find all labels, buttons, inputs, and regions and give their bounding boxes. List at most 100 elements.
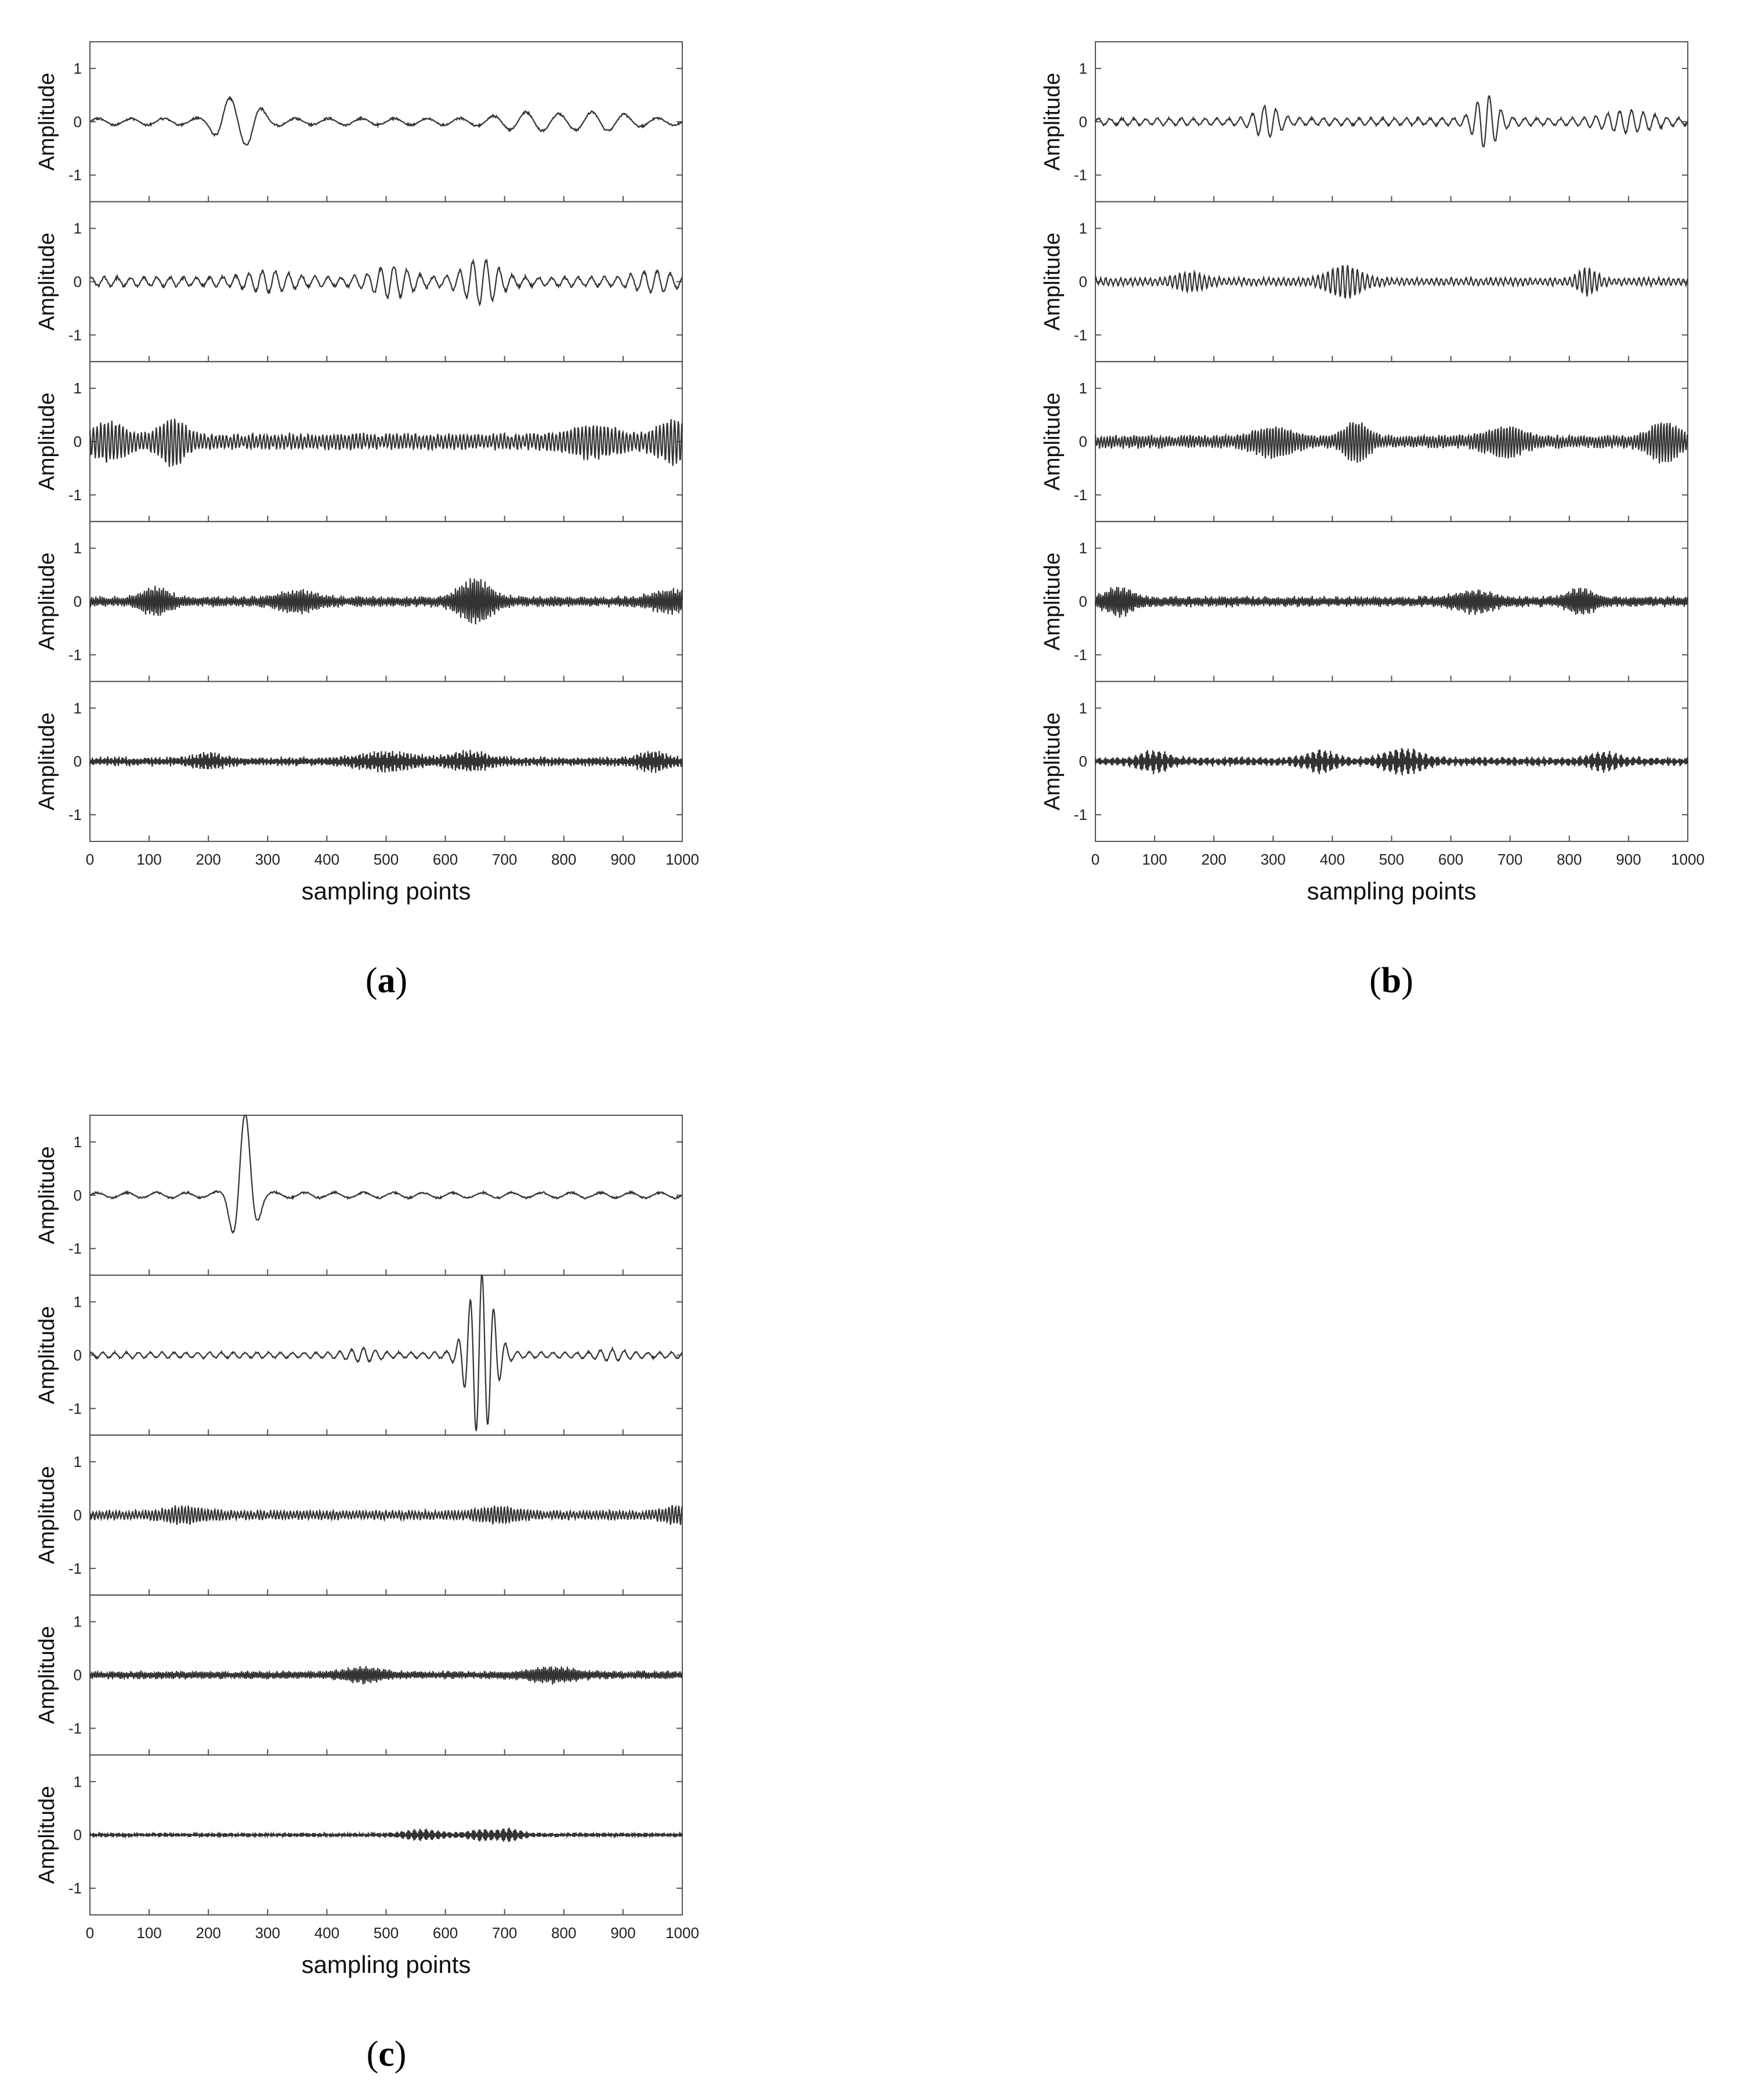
y-axis-label: Amplitude <box>1040 73 1065 171</box>
signal-line <box>89 1504 683 1526</box>
y-tick-label: 1 <box>74 1453 82 1470</box>
x-tick-label: 700 <box>492 1924 517 1942</box>
y-tick-label: -1 <box>68 1400 82 1417</box>
subplot-a-5: 1 0 -1 Amplitude <box>35 681 683 843</box>
subplot-frame <box>1095 201 1688 363</box>
x-tick-label: 700 <box>492 851 517 868</box>
subplot-b-2: 1 0 -1 Amplitude <box>1040 201 1689 363</box>
y-tick-label: -1 <box>68 1879 82 1897</box>
y-tick-label: 0 <box>1079 593 1087 610</box>
y-tick-label: 1 <box>74 220 82 237</box>
y-tick-label: 0 <box>74 753 82 770</box>
y-tick-label: -1 <box>1074 646 1087 663</box>
caption-open: ( <box>366 961 378 1000</box>
y-tick-label: -1 <box>68 806 82 823</box>
subplot-b-4: 1 0 -1 Amplitude <box>1040 521 1689 682</box>
y-tick-label: -1 <box>68 646 82 663</box>
x-axis-label: sampling points <box>302 877 471 905</box>
panel-caption: (a) <box>366 961 407 1000</box>
y-tick-label: 0 <box>1079 113 1087 131</box>
x-tick-label: 100 <box>1142 851 1167 868</box>
subplot-a-1: 1 0 -1 Amplitude <box>35 41 683 203</box>
x-tick-label: 600 <box>1438 851 1463 868</box>
x-tick-label: 200 <box>196 1924 221 1942</box>
x-tick-label: 200 <box>196 851 221 868</box>
y-tick-label: -1 <box>68 1719 82 1737</box>
y-tick-label: 1 <box>74 540 82 557</box>
y-tick-label: -1 <box>68 1240 82 1257</box>
subplot-a-3: 1 0 -1 Amplitude <box>35 361 683 522</box>
subplot-frame <box>89 361 683 522</box>
signal-line <box>89 1274 683 1432</box>
x-axis-label: sampling points <box>1307 877 1477 905</box>
y-axis-label: Amplitude <box>35 1306 59 1404</box>
signal-line <box>89 1114 683 1234</box>
caption-letter: c <box>378 2034 395 2074</box>
y-tick-label: 1 <box>74 1133 82 1151</box>
y-tick-label: 0 <box>1079 273 1087 290</box>
y-axis-label: Amplitude <box>1040 552 1065 650</box>
x-tick-label: 0 <box>1091 851 1099 868</box>
x-tick-label: 1000 <box>665 851 699 868</box>
y-tick-label: 1 <box>74 60 82 77</box>
x-tick-label: 400 <box>1320 851 1345 868</box>
subplot-c-1: 1 0 -1 Amplitude <box>35 1114 683 1276</box>
subplot-c-4: 1 0 -1 Amplitude <box>35 1594 683 1756</box>
y-tick-label: 1 <box>74 1293 82 1311</box>
signal-line <box>1095 95 1688 148</box>
signal-line <box>89 1827 683 1842</box>
x-tick-label: 1000 <box>1671 851 1705 868</box>
x-tick-label: 900 <box>610 1924 635 1942</box>
y-axis-label: Amplitude <box>35 552 59 650</box>
signal-line <box>89 95 683 146</box>
signal-line <box>89 258 683 307</box>
panel-caption: (b) <box>1369 961 1413 1000</box>
y-tick-label: 0 <box>74 1506 82 1524</box>
x-tick-label: 800 <box>551 851 576 868</box>
y-tick-label: 1 <box>1079 379 1087 397</box>
x-tick-label: 800 <box>551 1924 576 1942</box>
x-tick-label: 500 <box>374 851 399 868</box>
subplot-b-3: 1 0 -1 Amplitude <box>1040 361 1688 522</box>
y-tick-label: -1 <box>1074 326 1087 344</box>
y-axis-label: Amplitude <box>1040 233 1065 331</box>
x-tick-label: 300 <box>255 851 280 868</box>
caption-open: ( <box>367 2034 379 2074</box>
panel-a: 10-1Amplitude10-1Amplitude10-1Amplitude1… <box>35 41 699 1000</box>
y-tick-label: 0 <box>1079 753 1087 770</box>
y-tick-label: -1 <box>68 1560 82 1577</box>
caption-close: ) <box>396 961 408 1000</box>
signal-line <box>1094 587 1689 618</box>
y-tick-label: 0 <box>74 593 82 610</box>
y-tick-label: 1 <box>74 1613 82 1631</box>
y-tick-label: 1 <box>1079 540 1087 557</box>
subplot-b-5: 1 0 -1 Amplitude <box>1040 681 1689 843</box>
caption-close: ) <box>1401 961 1413 1000</box>
subplot-a-2: 1 0 -1 Amplitude <box>35 201 683 363</box>
x-tick-label: 1000 <box>665 1924 699 1942</box>
y-tick-label: 0 <box>74 113 82 131</box>
panel-b: 1 0 -1 Amplitude 1 0 -1 Amplitude 1 0 -1 Amplitude 1… <box>1040 41 1705 1000</box>
subplot-a-4: 1 0 -1 Amplitude <box>35 521 683 682</box>
y-axis-label: Amplitude <box>35 1146 59 1244</box>
y-tick-label: -1 <box>1074 486 1087 504</box>
y-tick-label: 1 <box>1079 699 1087 717</box>
y-tick-label: -1 <box>68 486 82 504</box>
y-tick-label: 1 <box>74 1773 82 1790</box>
signal-line <box>1094 265 1689 299</box>
caption-letter: b <box>1381 961 1401 1000</box>
y-axis-label: Amplitude <box>35 233 59 331</box>
y-tick-label: -1 <box>68 326 82 344</box>
y-axis-label: Amplitude <box>35 1786 59 1884</box>
caption-close: ) <box>395 2034 407 2074</box>
y-axis-label: Amplitude <box>1040 713 1065 811</box>
caption-open: ( <box>1369 961 1381 1000</box>
y-tick-label: -1 <box>68 167 82 184</box>
x-tick-label: 600 <box>433 1924 458 1942</box>
signal-line <box>89 578 683 625</box>
x-tick-label: 400 <box>314 851 339 868</box>
subplot-c-3: 1 0 -1 Amplitude <box>35 1434 683 1596</box>
y-tick-label: 0 <box>74 1346 82 1364</box>
x-tick-label: 100 <box>136 1924 161 1942</box>
